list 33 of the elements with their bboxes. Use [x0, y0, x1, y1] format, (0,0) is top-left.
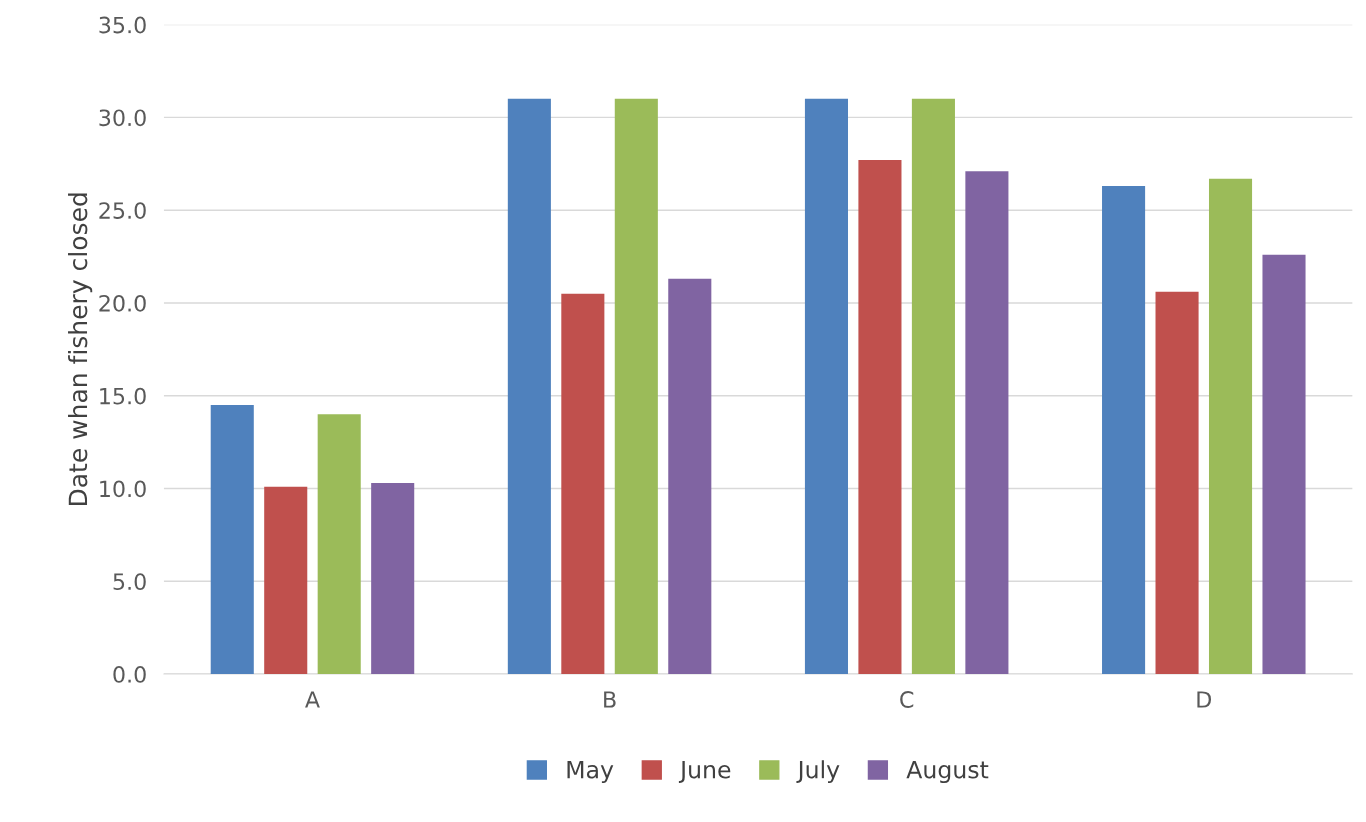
y-axis-title: Date whan fishery closed — [68, 193, 93, 506]
bar — [507, 98, 551, 675]
x-tick-label: C — [900, 691, 914, 708]
bar — [210, 405, 254, 675]
bar — [858, 160, 902, 675]
y-tick-label: 15.0 — [100, 387, 146, 405]
legend-label: August — [906, 760, 989, 784]
y-tick-label: 10.0 — [100, 480, 146, 498]
bar — [804, 98, 848, 675]
bar — [1208, 178, 1253, 675]
y-tick-label: 5.0 — [113, 573, 146, 591]
x-tick-label: B — [604, 691, 616, 708]
bar — [371, 482, 415, 675]
legend-label: June — [678, 760, 731, 783]
bar — [1102, 186, 1146, 675]
y-tick-label: 25.0 — [99, 202, 146, 219]
legend-label: May — [567, 760, 614, 784]
y-tick-label: 35.0 — [99, 16, 146, 34]
y-tick-label: 30.0 — [99, 109, 146, 127]
y-tick-label: 20.0 — [99, 294, 146, 312]
bar — [264, 486, 308, 675]
x-tick-label: A — [305, 691, 320, 708]
bar — [1262, 254, 1306, 675]
legend-label: July — [796, 760, 840, 784]
y-tick-label: 0.0 — [113, 665, 146, 683]
x-tick-label: D — [1197, 691, 1212, 708]
bar — [561, 293, 605, 675]
bar — [1155, 291, 1199, 675]
bar — [911, 98, 955, 675]
bar — [668, 278, 712, 675]
bar — [614, 98, 658, 675]
bar — [965, 171, 1009, 675]
bar — [317, 414, 361, 675]
